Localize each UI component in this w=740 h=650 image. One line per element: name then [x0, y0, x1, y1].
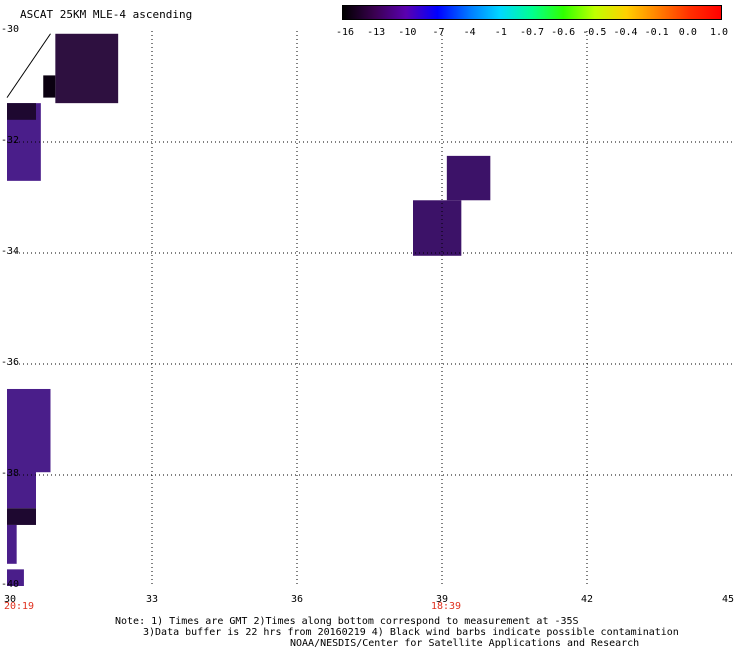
time-label-0: 20:19: [3, 601, 35, 612]
colorbar-label: -4: [463, 27, 476, 38]
colorbar-label: -1: [494, 27, 507, 38]
x-axis-label: 30: [3, 594, 17, 605]
colorbar-label: -0.4: [613, 27, 638, 38]
colorbar-label: -0.1: [644, 27, 669, 38]
x-axis-label: 33: [145, 594, 159, 605]
map-title: ASCAT 25KM MLE-4 ascending: [20, 8, 193, 21]
colorbar-label: -16: [335, 27, 355, 38]
y-axis-label: -36: [1, 357, 20, 368]
x-axis-label: 45: [721, 594, 735, 605]
note-line-1: Note: 1) Times are GMT 2)Times along bot…: [115, 616, 579, 627]
data-cell: [55, 33, 119, 104]
note-line-2: 3)Data buffer is 22 hrs from 20160219 4)…: [143, 627, 679, 638]
y-axis-label: -34: [1, 246, 20, 257]
colorbar-label: 1.0: [709, 27, 729, 38]
colorbar: [342, 5, 722, 20]
colorbar-label: -13: [367, 27, 386, 38]
y-axis-label: -30: [1, 24, 20, 35]
data-cell: [413, 200, 462, 256]
data-cell: [7, 569, 24, 586]
wind-barb: [6, 33, 51, 98]
time-label-1: 18:39: [430, 601, 462, 612]
data-cell: [7, 524, 17, 564]
note-line-3: NOAA/NESDIS/Center for Satellite Applica…: [290, 638, 640, 649]
data-cell: [446, 155, 491, 201]
x-axis-label: 42: [580, 594, 594, 605]
x-axis-label: 36: [290, 594, 304, 605]
colorbar-label: -7: [432, 27, 445, 38]
y-axis-label: -40: [1, 579, 20, 590]
y-axis-label: -32: [1, 135, 20, 146]
colorbar-label: -10: [398, 27, 417, 38]
data-cell: [7, 469, 36, 509]
colorbar-label: 0.0: [678, 27, 697, 38]
colorbar-label: -0.5: [582, 27, 607, 38]
x-axis-label: 39: [435, 594, 449, 605]
colorbar-label: -0.7: [519, 27, 545, 38]
data-cell: [43, 75, 56, 98]
data-cell: [7, 388, 51, 473]
data-cell: [7, 508, 36, 525]
y-axis-label: -38: [1, 468, 20, 479]
colorbar-label: -0.6: [551, 27, 576, 38]
data-cell: [7, 103, 36, 120]
